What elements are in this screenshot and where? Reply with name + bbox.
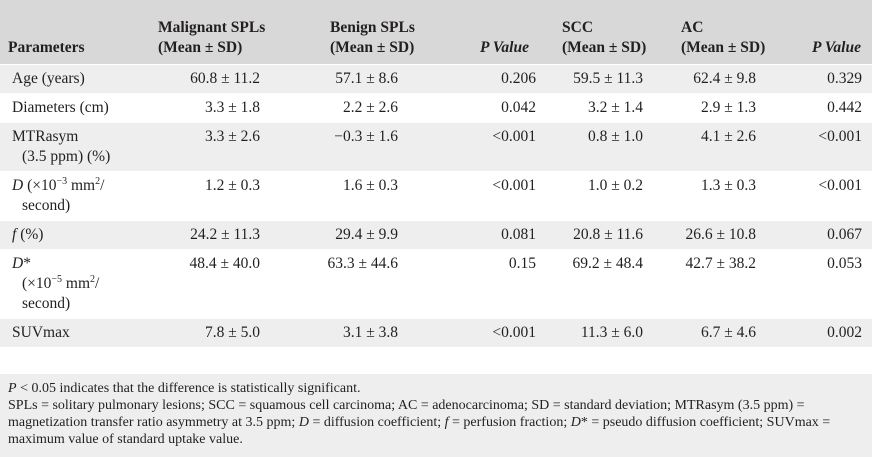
benign-cell: 29.4 ± 9.9 (300, 220, 440, 250)
p-value-cell: 0.042 (440, 93, 548, 123)
param-cell: Age (years) (0, 64, 150, 94)
p-value-cell: 0.002 (796, 318, 872, 348)
ac-cell: 1.3 ± 0.3 (673, 171, 796, 221)
header-parameters: Parameters (0, 0, 150, 65)
benign-cell: −0.3 ± 1.6 (300, 122, 440, 172)
param-f-label: f (%) (12, 226, 44, 243)
malignant-cell: 24.2 ± 11.3 (150, 220, 300, 250)
p-value-cell: 0.329 (796, 64, 872, 94)
param-cell: Diameters (cm) (0, 93, 150, 123)
table-footnotes: P < 0.05 indicates that the difference i… (0, 374, 872, 457)
param-cell: D* (×10−5 mm2/second) (0, 249, 150, 319)
table-row: Diameters (cm) 3.3 ± 1.8 2.2 ± 2.6 0.042… (0, 93, 872, 123)
table-row: MTRasym (3.5 ppm) (%) 3.3 ± 2.6 −0.3 ± 1… (0, 122, 872, 172)
p-value-cell: 0.15 (440, 249, 548, 319)
malignant-cell: 3.3 ± 2.6 (150, 122, 300, 172)
param-dstar-unit: (×10−5 mm2/second) (22, 273, 100, 312)
table-header-row: Parameters Malignant SPLs (Mean ± SD) Be… (0, 0, 872, 65)
header-ac: AC (Mean ± SD) (673, 0, 796, 65)
param-cell: D (×10−3 mm2/ second) (0, 171, 150, 221)
benign-cell: 63.3 ± 44.6 (300, 249, 440, 319)
malignant-cell: 60.8 ± 11.2 (150, 64, 300, 94)
scc-cell: 11.3 ± 6.0 (548, 318, 673, 348)
ac-cell: 6.7 ± 4.6 (673, 318, 796, 348)
table-row: SUVmax 7.8 ± 5.0 3.1 ± 3.8 <0.001 11.3 ±… (0, 318, 872, 348)
malignant-cell: 48.4 ± 40.0 (150, 249, 300, 319)
benign-cell: 1.6 ± 0.3 (300, 171, 440, 221)
header-p-value-2: P Value (796, 0, 872, 65)
malignant-cell: 1.2 ± 0.3 (150, 171, 300, 221)
benign-cell: 2.2 ± 2.6 (300, 93, 440, 123)
param-dstar-label: D* (12, 255, 31, 272)
footnote-significance: P < 0.05 indicates that the difference i… (8, 381, 361, 396)
param-cell: MTRasym (3.5 ppm) (%) (0, 122, 150, 172)
benign-cell: 3.1 ± 3.8 (300, 318, 440, 348)
comparison-table: Parameters Malignant SPLs (Mean ± SD) Be… (0, 0, 872, 348)
p-value-cell: <0.001 (440, 171, 548, 221)
p-value-cell: 0.206 (440, 64, 548, 94)
scc-cell: 0.8 ± 1.0 (548, 122, 673, 172)
p-value-cell: 0.067 (796, 220, 872, 250)
header-benign-spls: Benign SPLs (Mean ± SD) (300, 0, 440, 65)
scc-cell: 69.2 ± 48.4 (548, 249, 673, 319)
p-value-cell: 0.081 (440, 220, 548, 250)
ac-cell: 2.9 ± 1.3 (673, 93, 796, 123)
table-row: D* (×10−5 mm2/second) 48.4 ± 40.0 63.3 ±… (0, 249, 872, 319)
ac-cell: 26.6 ± 10.8 (673, 220, 796, 250)
scc-cell: 59.5 ± 11.3 (548, 64, 673, 94)
p-value-cell: <0.001 (796, 122, 872, 172)
p-value-cell: <0.001 (796, 171, 872, 221)
scc-cell: 3.2 ± 1.4 (548, 93, 673, 123)
param-cell: f (%) (0, 220, 150, 250)
ac-cell: 42.7 ± 38.2 (673, 249, 796, 319)
footnote-abbreviations: SPLs = solitary pulmonary lesions; SCC =… (8, 398, 831, 447)
table-row: D (×10−3 mm2/ second) 1.2 ± 0.3 1.6 ± 0.… (0, 171, 872, 221)
benign-cell: 57.1 ± 8.6 (300, 64, 440, 94)
malignant-cell: 7.8 ± 5.0 (150, 318, 300, 348)
scc-cell: 20.8 ± 11.6 (548, 220, 673, 250)
header-malignant-spls: Malignant SPLs (Mean ± SD) (150, 0, 300, 65)
p-value-cell: 0.053 (796, 249, 872, 319)
param-cell: SUVmax (0, 318, 150, 348)
table-row: f (%) 24.2 ± 11.3 29.4 ± 9.9 0.081 20.8 … (0, 220, 872, 250)
param-d-label: D (×10−3 mm2/ (12, 175, 105, 194)
p-value-cell: <0.001 (440, 122, 548, 172)
header-p-value-1: P Value (440, 0, 548, 65)
ac-cell: 4.1 ± 2.6 (673, 122, 796, 172)
ac-cell: 62.4 ± 9.8 (673, 64, 796, 94)
scc-cell: 1.0 ± 0.2 (548, 171, 673, 221)
malignant-cell: 3.3 ± 1.8 (150, 93, 300, 123)
p-value-cell: 0.442 (796, 93, 872, 123)
table-row: Age (years) 60.8 ± 11.2 57.1 ± 8.6 0.206… (0, 64, 872, 94)
header-scc: SCC (Mean ± SD) (548, 0, 673, 65)
p-value-cell: <0.001 (440, 318, 548, 348)
